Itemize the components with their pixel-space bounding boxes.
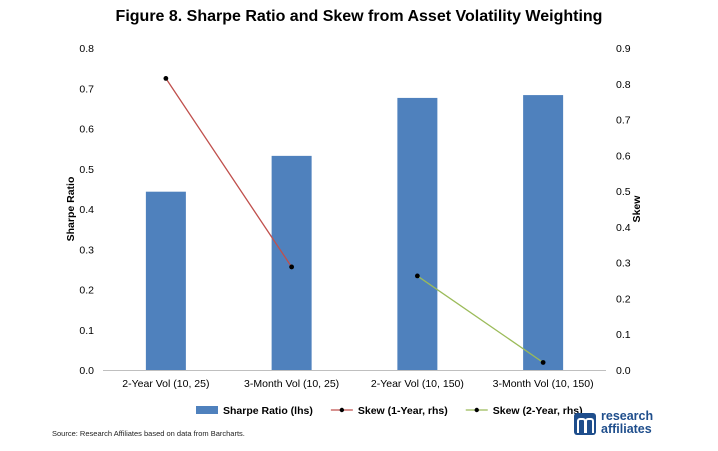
y-right-axis-label: Skew — [631, 195, 643, 223]
y-right-tick-label: 0.7 — [616, 115, 631, 127]
legend-label: Skew (1-Year, rhs) — [358, 405, 448, 417]
skew-line — [165, 78, 293, 268]
y-left-tick-label: 0.8 — [79, 43, 94, 55]
chart-legend: Sharpe Ratio (lhs) Skew (1-Year, rhs) Skew… — [196, 405, 583, 417]
source-note: Source: Research Affiliates based on dat… — [52, 429, 245, 438]
y-left-tick-label: 0.7 — [79, 83, 94, 95]
logo-line-2: affiliates — [601, 422, 652, 436]
y-right-tick-label: 0.6 — [616, 150, 631, 162]
y-left-tick-label: 0.6 — [79, 124, 94, 136]
legend-label: Skew (2-Year, rhs) — [493, 405, 583, 417]
tick-labels: 0.0 0.1 0.2 0.3 0.4 0.5 0.6 0.7 0.8 0.0 0.1 0.2 0.3 0… — [79, 43, 630, 390]
skew-line — [417, 275, 544, 364]
x-category-label: 2-Year Vol (10, 25) — [122, 378, 209, 390]
y-right-tick-label: 0.9 — [616, 43, 631, 55]
bar-series — [145, 95, 564, 370]
logo-mark-icon — [574, 413, 596, 435]
sharpe-ratio-bar — [271, 155, 312, 370]
skew-point — [540, 360, 546, 365]
legend-swatch-marker — [474, 407, 479, 413]
sharpe-ratio-bar — [397, 97, 438, 370]
y-right-tick-label: 0.1 — [616, 329, 631, 341]
sharpe-ratio-bar — [523, 95, 564, 370]
logo-line-1: research — [601, 409, 654, 423]
chart-axes: Sharpe Ratio Skew — [65, 177, 643, 371]
x-category-label: 3-Month Vol (10, 25) — [244, 378, 339, 390]
line-series — [163, 76, 546, 365]
legend-swatch-marker — [339, 407, 345, 413]
y-right-tick-label: 0.2 — [616, 293, 631, 305]
legend-swatch-bar — [196, 406, 218, 414]
y-left-tick-label: 0.3 — [79, 244, 94, 256]
research-affiliates-logo: research affiliates — [574, 407, 684, 441]
y-right-tick-label: 0.4 — [616, 222, 631, 234]
skew-point — [414, 273, 420, 279]
y-left-axis-label: Sharpe Ratio — [65, 177, 77, 242]
x-category-label: 2-Year Vol (10, 150) — [371, 378, 464, 390]
y-right-tick-label: 0.0 — [616, 365, 631, 377]
sharpe-ratio-bar — [145, 191, 186, 370]
y-right-tick-label: 0.5 — [616, 186, 631, 198]
y-left-tick-label: 0.5 — [79, 164, 94, 176]
x-category-label: 3-Month Vol (10, 150) — [493, 378, 594, 390]
legend-label: Sharpe Ratio (lhs) — [223, 405, 313, 417]
y-right-tick-label: 0.3 — [616, 258, 631, 270]
y-left-tick-label: 0.4 — [79, 204, 94, 216]
skew-point — [163, 76, 169, 81]
chart-title: Figure 8. Sharpe Ratio and Skew from Ass… — [115, 8, 603, 25]
skew-point — [289, 264, 295, 270]
y-left-tick-label: 0.1 — [79, 325, 94, 337]
y-left-tick-label: 0.0 — [79, 365, 94, 377]
y-right-tick-label: 0.8 — [616, 79, 631, 91]
y-left-tick-label: 0.2 — [79, 285, 94, 297]
logo-text: research affiliates — [601, 410, 653, 436]
